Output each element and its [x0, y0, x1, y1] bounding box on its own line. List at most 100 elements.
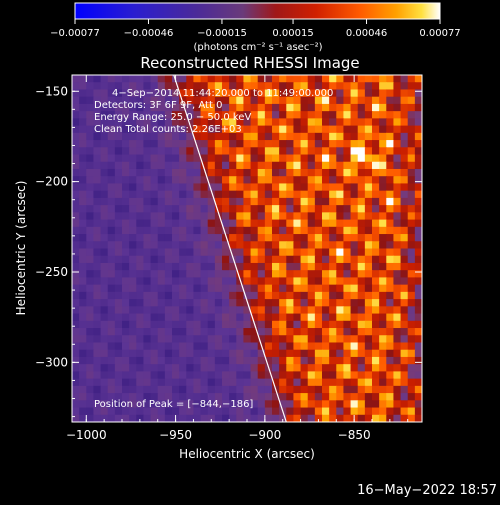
heatmap-cell — [143, 313, 152, 322]
heatmap-cell — [79, 75, 87, 83]
heatmap-cell — [114, 147, 123, 156]
heatmap-cell — [172, 140, 180, 148]
heatmap-cell — [414, 320, 422, 329]
heatmap-cell — [122, 161, 130, 170]
heatmap-cell — [357, 277, 366, 286]
heatmap-cell — [357, 96, 366, 105]
heatmap-cell — [322, 190, 330, 199]
heatmap-cell — [143, 190, 152, 199]
heatmap-cell — [107, 414, 116, 422]
heatmap-cell — [236, 75, 245, 83]
heatmap-cell — [364, 378, 373, 387]
heatmap-cell — [236, 96, 245, 105]
heatmap-cell — [414, 176, 422, 185]
heatmap-cell — [229, 89, 237, 98]
heatmap-cell — [414, 385, 422, 394]
heatmap-cell — [157, 82, 166, 91]
heatmap-cell — [86, 349, 95, 358]
heatmap-cell — [364, 299, 373, 307]
heatmap-cell — [350, 234, 359, 242]
heatmap-cell — [193, 96, 202, 105]
heatmap-cell — [222, 320, 230, 329]
heatmap-cell — [329, 197, 337, 206]
heatmap-cell — [393, 140, 402, 148]
heatmap-cell — [100, 205, 109, 213]
heatmap-cell — [243, 335, 252, 344]
heatmap-cell — [236, 190, 245, 199]
heatmap-cell — [193, 140, 202, 148]
heatmap-cell — [172, 313, 180, 322]
heatmap-cell — [193, 364, 202, 372]
heatmap-cell — [93, 342, 102, 351]
heatmap-cell — [129, 306, 137, 315]
heatmap-cell — [264, 147, 273, 156]
heatmap-cell — [214, 234, 223, 242]
heatmap-cell — [414, 212, 422, 221]
heatmap-cell — [307, 205, 316, 213]
heatmap-cell — [79, 205, 87, 213]
heatmap-cell — [314, 212, 323, 221]
heatmap-cell — [272, 205, 280, 213]
heatmap-cell — [400, 335, 409, 344]
heatmap-cell — [372, 284, 380, 293]
heatmap-cell — [143, 140, 152, 148]
heatmap-cell — [357, 75, 366, 83]
heatmap-cell — [414, 140, 422, 148]
heatmap-cell — [264, 168, 273, 177]
heatmap-cell — [272, 103, 280, 112]
heatmap-cell — [307, 161, 316, 170]
heatmap-cell — [272, 197, 280, 206]
heatmap-cell — [250, 197, 259, 206]
heatmap-cell — [314, 313, 323, 322]
heatmap-cell — [272, 356, 280, 365]
heatmap-cell — [364, 212, 373, 221]
heatmap-cell — [93, 407, 102, 416]
heatmap-cell — [107, 234, 116, 242]
heatmap-cell — [72, 89, 80, 98]
heatmap-cell — [279, 328, 287, 336]
heatmap-cell — [322, 89, 330, 98]
heatmap-cell — [336, 212, 345, 221]
heatmap-cell — [250, 132, 259, 141]
heatmap-cell — [229, 96, 237, 105]
heatmap-cell — [164, 219, 173, 228]
heatmap-cell — [322, 378, 330, 387]
heatmap-cell — [79, 393, 87, 401]
heatmap-cell — [107, 378, 116, 387]
heatmap-cell — [150, 277, 159, 286]
heatmap-cell — [243, 82, 252, 91]
heatmap-cell — [393, 320, 402, 329]
heatmap-cell — [157, 291, 166, 300]
heatmap-cell — [172, 241, 180, 250]
heatmap-cell — [307, 248, 316, 257]
heatmap-cell — [329, 140, 337, 148]
heatmap-cell — [257, 75, 266, 83]
heatmap-cell — [343, 356, 352, 365]
heatmap-cell — [264, 154, 273, 163]
heatmap-cell — [336, 183, 345, 192]
heatmap-cell — [93, 96, 102, 105]
heatmap-cell — [122, 82, 130, 91]
heatmap-cell — [114, 82, 123, 91]
heatmap-cell — [222, 400, 230, 409]
heatmap-cell — [122, 118, 130, 127]
heatmap-cell — [307, 226, 316, 235]
heatmap-cell — [79, 176, 87, 185]
heatmap-cell — [372, 364, 380, 372]
heatmap-cell — [393, 248, 402, 257]
heatmap-cell — [329, 313, 337, 322]
heatmap-cell — [79, 306, 87, 315]
heatmap-cell — [357, 226, 366, 235]
heatmap-cell — [364, 335, 373, 344]
heatmap-cell — [322, 205, 330, 213]
heatmap-cell — [179, 364, 187, 372]
y-tick-label: −300 — [35, 355, 68, 369]
heatmap-cell — [300, 335, 309, 344]
heatmap-cell — [414, 190, 422, 199]
heatmap-cell — [229, 197, 237, 206]
heatmap-cell — [307, 154, 316, 163]
heatmap-cell — [86, 291, 95, 300]
heatmap-cell — [86, 342, 95, 351]
heatmap-cell — [343, 190, 352, 199]
heatmap-cell — [114, 320, 123, 329]
